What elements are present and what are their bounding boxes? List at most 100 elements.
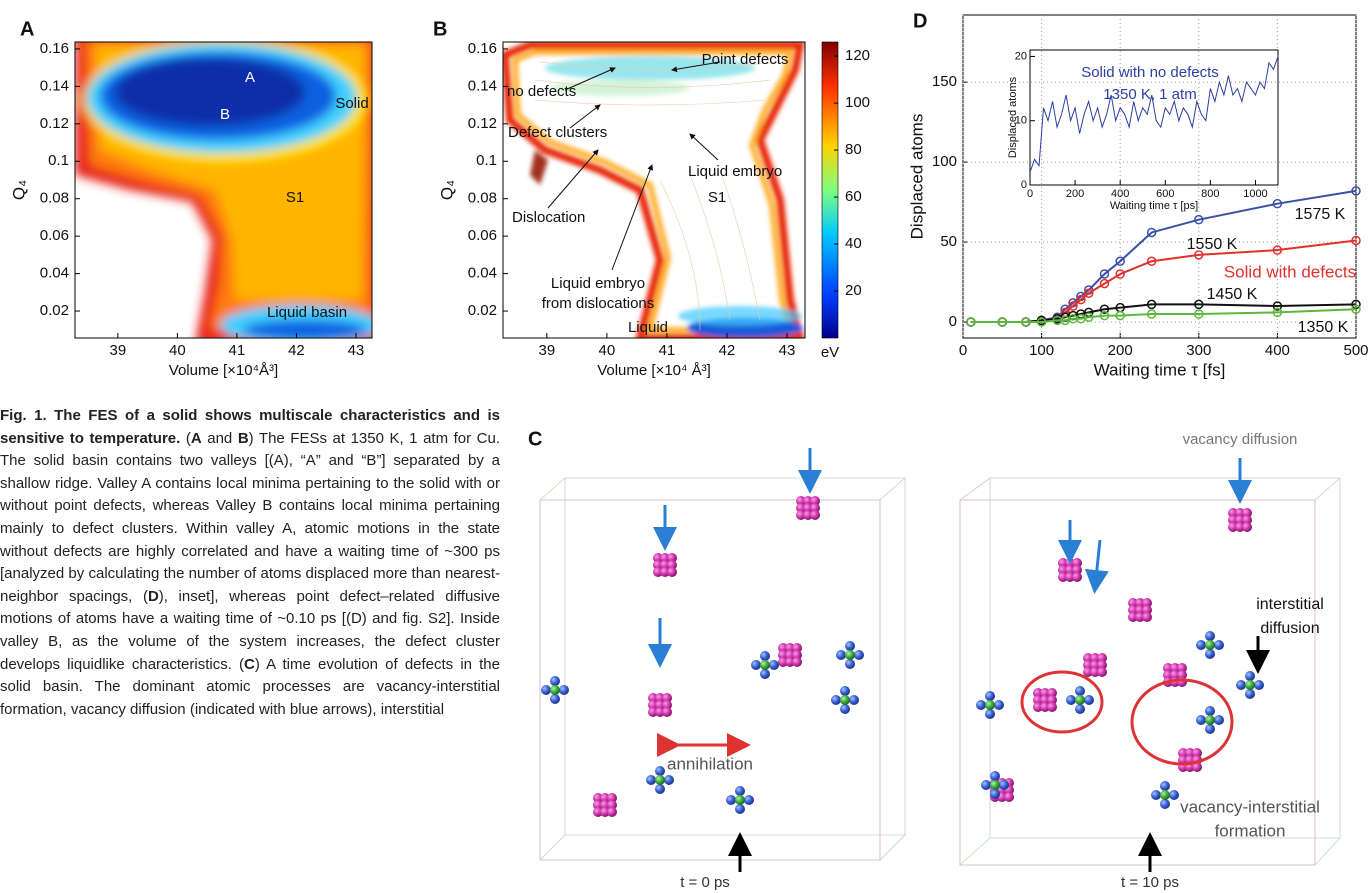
diagram-label: diffusion (1260, 620, 1319, 637)
series-line (970, 308, 1357, 324)
atom (593, 800, 603, 810)
panel-label: B (433, 18, 447, 40)
colorbar-tick-label: 100 (845, 94, 870, 111)
atom (1128, 605, 1138, 615)
data-point (1099, 278, 1110, 289)
atom (845, 650, 855, 660)
atom (985, 691, 995, 701)
y-tick-label: 0.1 (476, 152, 497, 169)
atom (1177, 663, 1187, 673)
atom (1142, 612, 1152, 622)
time-label: t = 0 ps (680, 874, 730, 891)
atom (600, 800, 610, 810)
data-point (1194, 250, 1204, 260)
atom (1075, 704, 1085, 714)
atom (1097, 653, 1107, 663)
data-point (1084, 312, 1094, 322)
atom (792, 657, 802, 667)
atom (735, 786, 745, 796)
atom (550, 694, 560, 704)
atom (1163, 663, 1173, 673)
atom (593, 793, 603, 803)
annotation: Liquid (628, 319, 668, 336)
atom (760, 669, 770, 679)
contour-b (503, 42, 805, 338)
atom (785, 643, 795, 653)
atom (744, 795, 754, 805)
atom (655, 775, 665, 785)
atom (990, 771, 1000, 781)
y-axis-label: Q₄ (9, 180, 28, 200)
atom (1058, 572, 1068, 582)
data-point (1194, 309, 1204, 319)
atom (778, 650, 788, 660)
atom (1236, 680, 1246, 690)
atom (607, 807, 617, 817)
y-tick-label: 20 (1015, 50, 1027, 62)
annotation: Liquid basin (267, 304, 347, 321)
atom (735, 804, 745, 814)
data-point (1036, 317, 1047, 327)
atom (1185, 748, 1195, 758)
atom (1242, 515, 1252, 525)
x-tick-label: 43 (779, 342, 796, 359)
x-tick-label: 0 (1027, 188, 1033, 200)
atom (1178, 748, 1188, 758)
y-axis-label: Displaced atoms (907, 114, 926, 240)
x-axis-label: Waiting time τ [fs] (1094, 360, 1226, 379)
atom (1205, 631, 1215, 641)
plot-frame (502, 41, 806, 339)
panel-label: C (528, 428, 542, 450)
diagram-label: interstitial (1256, 596, 1324, 613)
atom (985, 700, 995, 710)
caption-text: C (244, 655, 255, 673)
atom (653, 560, 663, 570)
atom (1058, 565, 1068, 575)
data-point (1099, 269, 1110, 279)
atom (662, 700, 672, 710)
caption-title: Fig. 1. The FES of a solid shows multisc… (0, 407, 500, 447)
atom (1228, 508, 1238, 518)
y-tick-label: 0.1 (48, 152, 69, 169)
atom (840, 695, 850, 705)
y-axis-label: Q₄ (437, 180, 456, 200)
data-point (1194, 214, 1204, 225)
y-tick-label: 50 (940, 233, 957, 250)
caption-text: and (201, 429, 238, 447)
atom (1142, 598, 1152, 608)
y-tick-label: 0.14 (40, 77, 69, 94)
atom (1205, 640, 1215, 650)
data-point (1194, 299, 1204, 310)
atom (593, 807, 603, 817)
atom (655, 700, 665, 710)
x-tick-label: 200 (1066, 188, 1084, 200)
atom (1151, 790, 1161, 800)
annotation: from dislocations (542, 295, 655, 312)
atom (1097, 660, 1107, 670)
time-label: t = 10 ps (1121, 874, 1179, 891)
atom (751, 660, 761, 670)
atom (849, 695, 859, 705)
atom-clusters (541, 496, 1264, 817)
atom (541, 685, 551, 695)
atom (1083, 667, 1093, 677)
atom (550, 676, 560, 686)
colorbar-tick-label: 60 (845, 188, 862, 205)
x-tick-label: 0 (959, 342, 967, 359)
diagram-label: vacancy diffusion (1183, 431, 1298, 448)
atom (994, 700, 1004, 710)
y-tick-label: 0.16 (40, 40, 69, 57)
atom (1135, 612, 1145, 622)
heatmap-a (75, 42, 372, 338)
data-point (1351, 186, 1361, 196)
annotation: S1 (286, 189, 304, 206)
atom (836, 650, 846, 660)
y-tick-label: 150 (932, 73, 957, 90)
atom (999, 780, 1009, 790)
atom (831, 695, 841, 705)
x-tick-label: 39 (538, 342, 555, 359)
y-tick-label: 100 (932, 153, 957, 170)
annotation-arrows (547, 61, 721, 271)
data-point (1351, 235, 1361, 246)
